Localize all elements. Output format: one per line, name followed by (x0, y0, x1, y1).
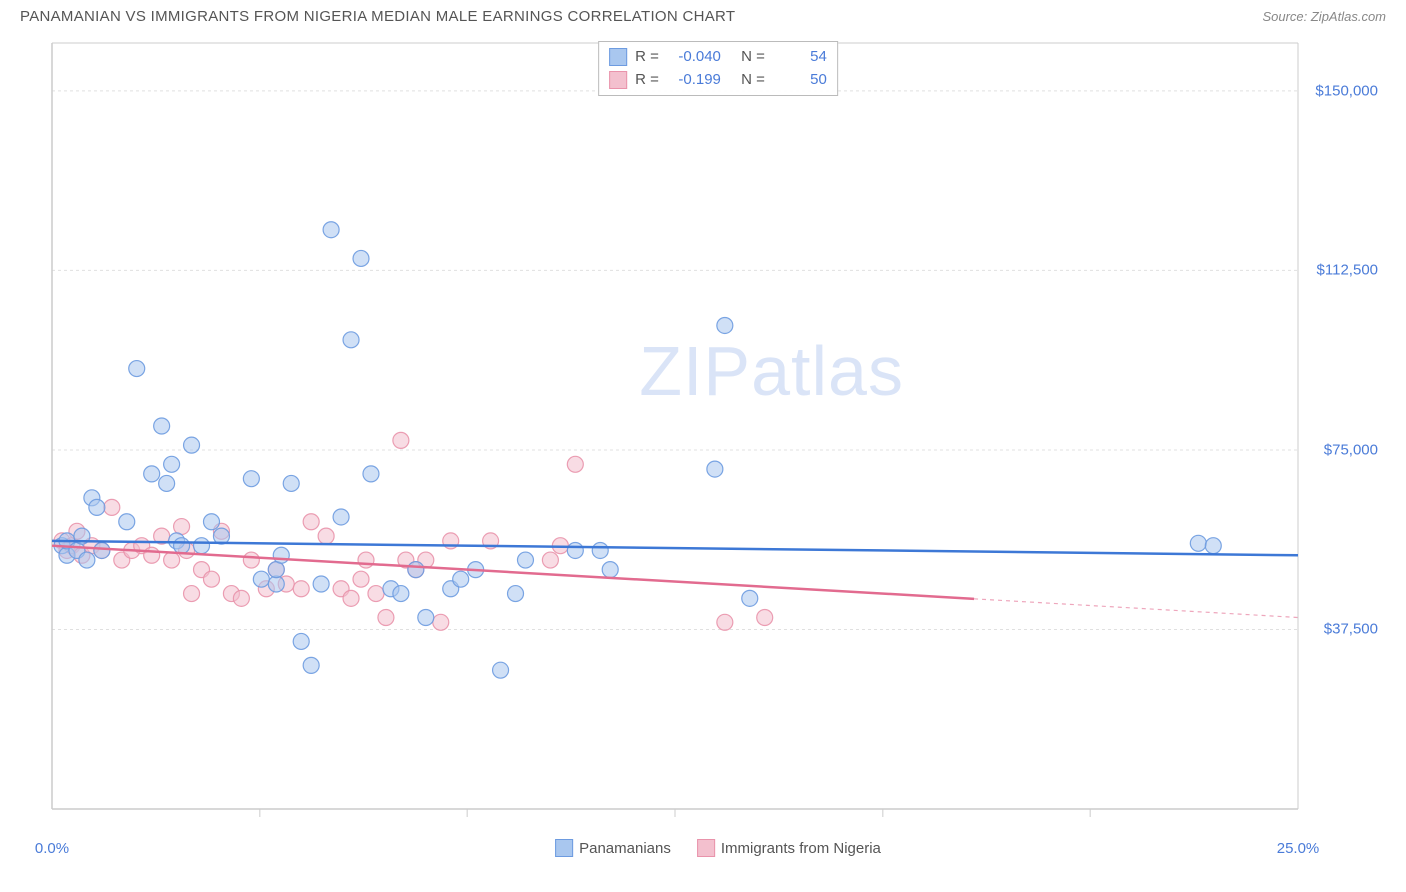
chart-header: PANAMANIAN VS IMMIGRANTS FROM NIGERIA ME… (0, 0, 1406, 29)
legend-swatch-1 (555, 839, 573, 857)
corr-row-2: R = -0.199 N = 50 (609, 69, 827, 92)
corr-r-label: R = (635, 69, 659, 92)
corr-r-value-1: -0.040 (667, 46, 721, 69)
y-tick-label: $112,500 (1317, 262, 1378, 279)
corr-r-value-2: -0.199 (667, 69, 721, 92)
correlation-legend: R = -0.040 N = 54 R = -0.199 N = 50 (598, 41, 838, 96)
corr-row-1: R = -0.040 N = 54 (609, 46, 827, 69)
legend-item-2: Immigrants from Nigeria (697, 839, 881, 857)
legend-label-1: Panamanians (579, 840, 671, 857)
series-legend: Panamanians Immigrants from Nigeria (555, 839, 881, 857)
corr-r-label: R = (635, 46, 659, 69)
legend-item-1: Panamanians (555, 839, 671, 857)
corr-swatch-1 (609, 48, 627, 66)
legend-swatch-2 (697, 839, 715, 857)
corr-n-label: N = (741, 46, 765, 69)
legend-label-2: Immigrants from Nigeria (721, 840, 881, 857)
y-tick-label: $150,000 (1315, 82, 1378, 99)
plot-region: ZIPatlas R = -0.040 N = 54 R = -0.199 N … (48, 39, 1388, 829)
y-tick-label: $37,500 (1324, 621, 1378, 638)
x-tick-label: 25.0% (1277, 840, 1320, 857)
corr-swatch-2 (609, 71, 627, 89)
scatter-svg (48, 39, 1388, 829)
corr-n-value-2: 50 (773, 69, 827, 92)
corr-n-label: N = (741, 69, 765, 92)
source-label: Source: ZipAtlas.com (1262, 9, 1386, 24)
y-tick-label: $75,000 (1324, 441, 1378, 458)
chart-title: PANAMANIAN VS IMMIGRANTS FROM NIGERIA ME… (20, 8, 735, 25)
chart-area: Median Male Earnings ZIPatlas R = -0.040… (0, 29, 1406, 879)
corr-n-value-1: 54 (773, 46, 827, 69)
x-tick-label: 0.0% (35, 840, 69, 857)
